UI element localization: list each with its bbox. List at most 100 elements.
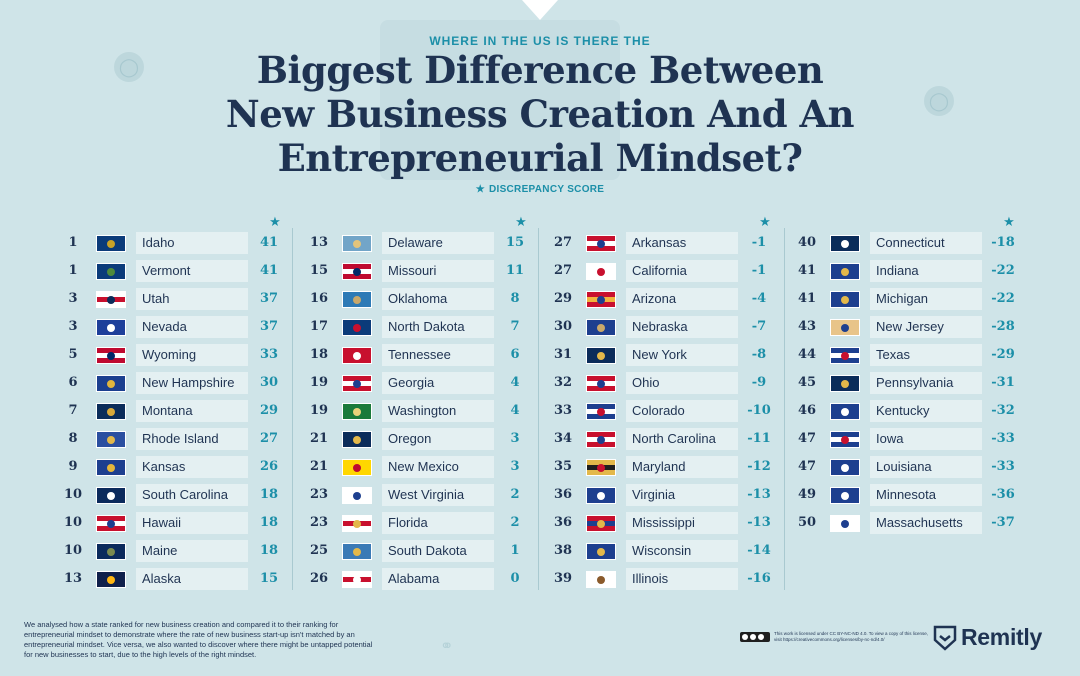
table-row: 31 New York -8 [548, 344, 778, 366]
legend-label: DISCREPANCY SCORE [488, 184, 605, 195]
state-flag-icon [342, 375, 372, 392]
flag-emblem [841, 436, 849, 444]
rank-number: 13 [309, 235, 329, 250]
state-name: Maryland [626, 456, 738, 478]
discrepancy-score: -28 [991, 319, 1015, 334]
rank-number: 33 [553, 403, 573, 418]
table-row: 6 New Hampshire 30 [58, 372, 288, 394]
table-row: 44 Texas -29 [792, 344, 1022, 366]
discrepancy-score: 2 [510, 487, 520, 502]
state-flag-icon [96, 571, 126, 588]
table-row: 43 New Jersey -28 [792, 316, 1022, 338]
discrepancy-score: 26 [259, 459, 279, 474]
state-flag-icon [342, 235, 372, 252]
flag-emblem [107, 352, 115, 360]
state-flag-icon [96, 487, 126, 504]
table-row: 38 Wisconsin -14 [548, 540, 778, 562]
table-row: 15 Missouri 11 [304, 260, 534, 282]
rank-number: 19 [309, 403, 329, 418]
table-row: 10 Hawaii 18 [58, 512, 288, 534]
rank-number: 7 [68, 403, 78, 418]
discrepancy-score: -31 [991, 375, 1015, 390]
flag-emblem [353, 352, 361, 360]
rank-number: 23 [309, 515, 329, 530]
state-name: Rhode Island [136, 428, 248, 450]
star-icon: ★ [269, 214, 281, 229]
state-flag-icon [342, 459, 372, 476]
header-kicker: WHERE IN THE US IS THERE THE [429, 34, 651, 48]
discrepancy-score: -7 [751, 319, 767, 334]
discrepancy-score: 29 [259, 403, 279, 418]
rank-number: 36 [553, 515, 573, 530]
discrepancy-score: -9 [751, 375, 767, 390]
discrepancy-score: -36 [991, 487, 1015, 502]
discrepancy-score: -16 [747, 571, 771, 586]
discrepancy-score: -12 [747, 459, 771, 474]
state-flag-icon [586, 459, 616, 476]
flag-emblem [107, 576, 115, 584]
brand-logo-text: Remitly [961, 624, 1042, 650]
table-row: 10 Maine 18 [58, 540, 288, 562]
table-row: 35 Maryland -12 [548, 456, 778, 478]
rank-number: 18 [309, 347, 329, 362]
flag-emblem [841, 380, 849, 388]
discrepancy-score: 30 [259, 375, 279, 390]
state-flag-icon [586, 403, 616, 420]
state-flag-icon [586, 235, 616, 252]
table-row: 19 Georgia 4 [304, 372, 534, 394]
flag-emblem [107, 464, 115, 472]
flag-emblem [107, 520, 115, 528]
discrepancy-score: 3 [510, 459, 520, 474]
table-row: 25 South Dakota 1 [304, 540, 534, 562]
lightbulb-icon: ◯ [114, 52, 144, 82]
table-row: 23 Florida 2 [304, 512, 534, 534]
column-divider [292, 228, 293, 590]
state-flag-icon [586, 347, 616, 364]
discrepancy-score: 4 [510, 375, 520, 390]
state-name: North Dakota [382, 316, 494, 338]
discrepancy-score: 11 [505, 263, 525, 278]
state-flag-icon [586, 571, 616, 588]
table-row: 45 Pennsylvania -31 [792, 372, 1022, 394]
state-name: Nevada [136, 316, 248, 338]
state-name: South Dakota [382, 540, 494, 562]
flag-emblem [353, 576, 361, 584]
state-name: Pennsylvania [870, 372, 982, 394]
table-row: 40 Connecticut -18 [792, 232, 1022, 254]
state-name: Louisiana [870, 456, 982, 478]
flag-emblem [107, 240, 115, 248]
state-flag-icon [342, 319, 372, 336]
state-name: Maine [136, 540, 248, 562]
state-name: South Carolina [136, 484, 248, 506]
rank-number: 50 [797, 515, 817, 530]
brain-icon: ◯ [924, 86, 954, 116]
flag-emblem [841, 464, 849, 472]
state-flag-icon [586, 515, 616, 532]
rank-number: 40 [797, 235, 817, 250]
state-name: Indiana [870, 260, 982, 282]
state-flag-icon [830, 375, 860, 392]
title-line-2: New Business Creation And An [225, 92, 855, 136]
state-name: Wisconsin [626, 540, 738, 562]
flag-emblem [841, 240, 849, 248]
rank-number: 13 [63, 571, 83, 586]
rank-number: 17 [309, 319, 329, 334]
state-flag-icon [830, 235, 860, 252]
table-row: 41 Indiana -22 [792, 260, 1022, 282]
flag-emblem [841, 324, 849, 332]
table-row: 26 Alabama 0 [304, 568, 534, 590]
handshake-icon: ⚭ [440, 638, 454, 655]
state-flag-icon [830, 263, 860, 280]
star-icon: ★ [515, 214, 527, 229]
discrepancy-score: -22 [991, 291, 1015, 306]
flag-emblem [597, 436, 605, 444]
state-name: Florida [382, 512, 494, 534]
state-name: North Carolina [626, 428, 738, 450]
rank-number: 27 [553, 235, 573, 250]
state-flag-icon [96, 375, 126, 392]
rank-number: 19 [309, 375, 329, 390]
discrepancy-score: 41 [259, 263, 279, 278]
state-name: Utah [136, 288, 248, 310]
star-icon: ★ [1003, 214, 1015, 229]
legend: ★ DISCREPANCY SCORE [0, 184, 1080, 195]
